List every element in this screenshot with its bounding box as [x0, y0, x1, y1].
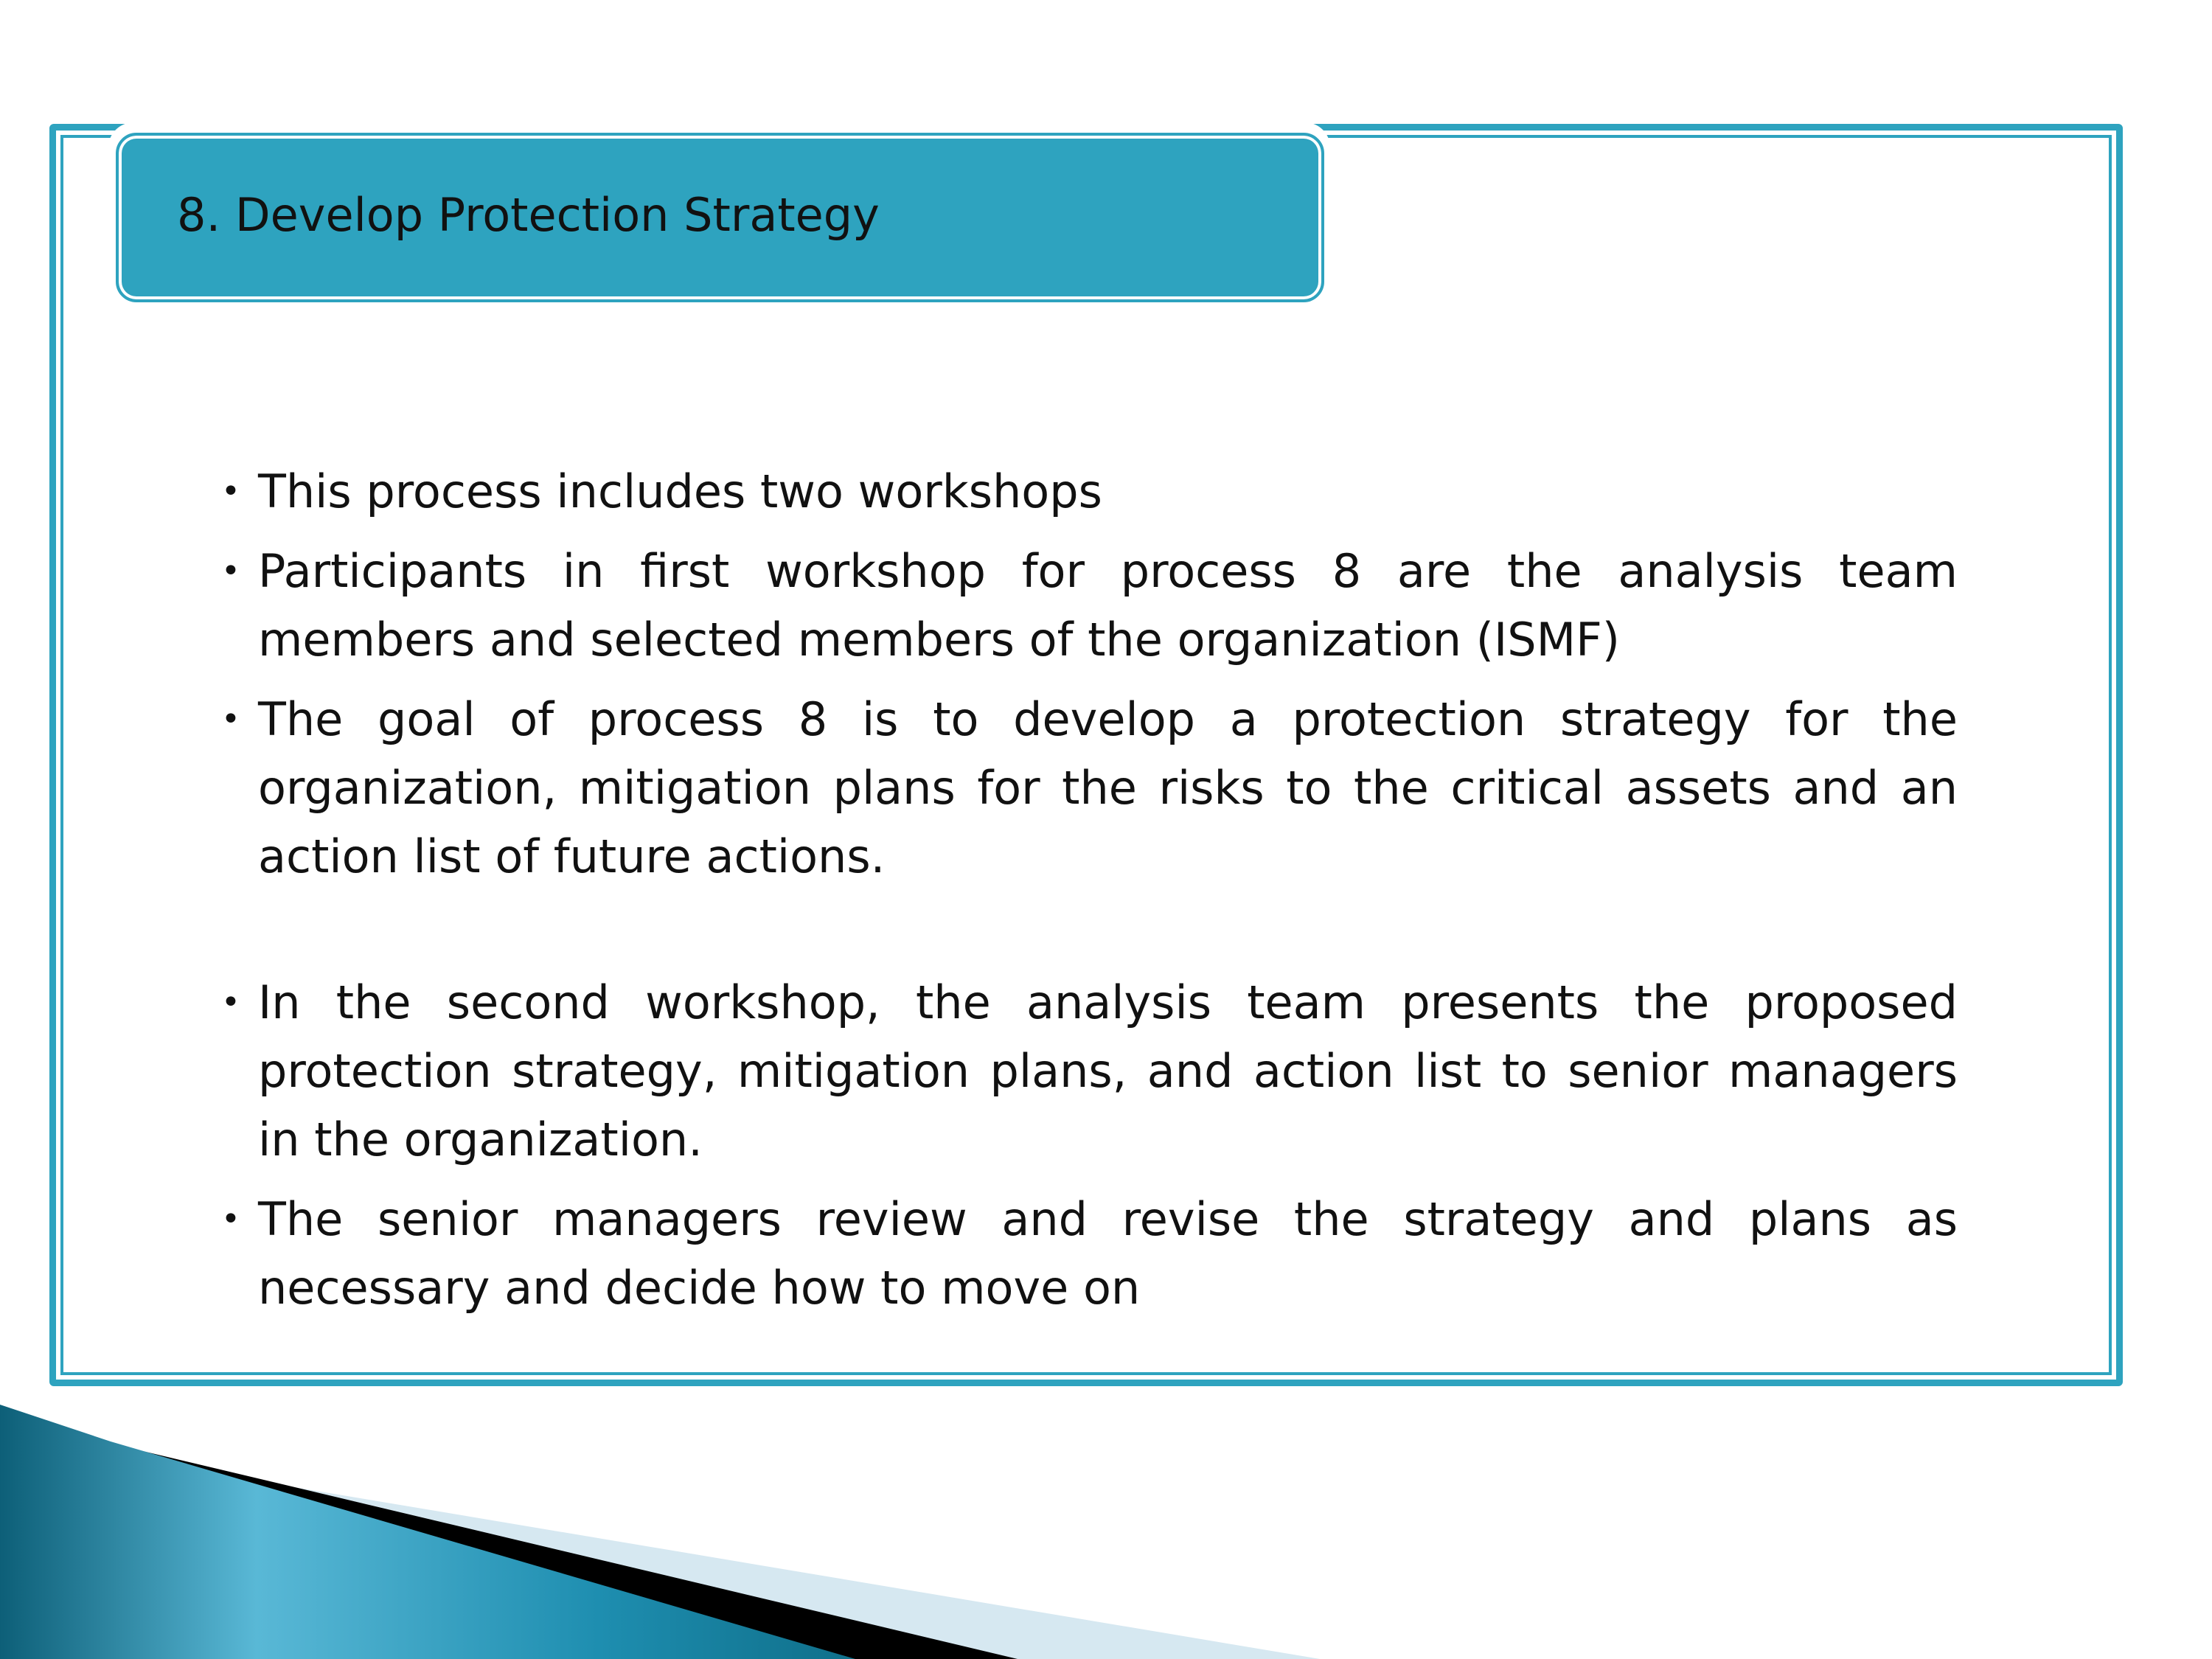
corner-decoration: [0, 1405, 1320, 1659]
bullet-item-1: • This process includes two workshops: [221, 457, 1958, 526]
bullet-item-5: • The senior managers review and revise …: [221, 1185, 1958, 1322]
bullet-text: In the second workshop, the analysis tea…: [258, 975, 1958, 1166]
title-bar: [116, 133, 1324, 302]
bullet-text: The goal of process 8 is to develop a pr…: [258, 692, 1958, 883]
bullet-item-4: • In the second workshop, the analysis t…: [221, 968, 1958, 1174]
bullet-item-2: • Participants in first workshop for pro…: [221, 537, 1958, 674]
bullet-marker: •: [221, 984, 240, 1021]
bullet-marker: •: [221, 700, 240, 738]
bullet-text: This process includes two workshops: [258, 465, 1102, 518]
slide-frame-outer: [49, 124, 2123, 1386]
bullet-marker: •: [221, 1200, 240, 1238]
decoration-light-wedge: [184, 1469, 1320, 1659]
slide-title: 8. Develop Protection Strategy: [177, 188, 880, 242]
bullet-list: • This process includes two workshops • …: [221, 457, 1958, 1333]
bullet-text: The senior managers review and revise th…: [258, 1192, 1958, 1315]
bullet-marker: •: [221, 473, 240, 510]
bullet-text: Participants in first workshop for proce…: [258, 544, 1958, 667]
decoration-blue-wedge: [0, 1405, 855, 1659]
bullet-marker: •: [221, 552, 240, 590]
bullet-item-3: • The goal of process 8 is to develop a …: [221, 685, 1958, 891]
